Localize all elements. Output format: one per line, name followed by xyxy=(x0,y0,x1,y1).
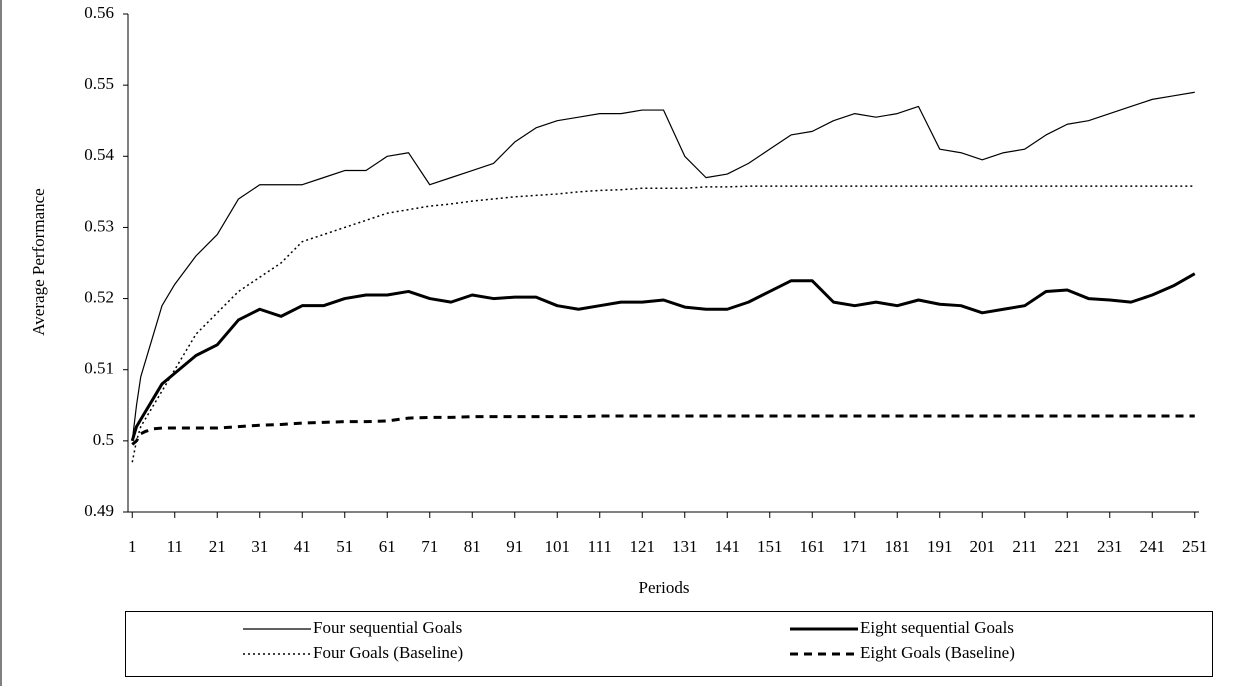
y-tick-label: 0.55 xyxy=(84,74,114,93)
x-tick-label: 11 xyxy=(167,537,183,556)
x-tick-label: 131 xyxy=(672,537,698,556)
y-tick-label: 0.49 xyxy=(84,501,114,520)
x-tick-label: 141 xyxy=(715,537,741,556)
x-tick-label: 221 xyxy=(1055,537,1081,556)
x-tick-label: 41 xyxy=(294,537,311,556)
y-tick-label: 0.51 xyxy=(84,359,114,378)
x-tick-label: 191 xyxy=(927,537,953,556)
x-tick-label: 51 xyxy=(336,537,353,556)
x-tick-label: 111 xyxy=(588,537,612,556)
y-axis-label: Average Performance xyxy=(29,188,48,335)
x-tick-label: 1 xyxy=(128,537,137,556)
legend-label: Four Goals (Baseline) xyxy=(313,643,463,662)
x-tick-label: 91 xyxy=(506,537,523,556)
x-axis-label: Periods xyxy=(639,578,690,597)
y-tick-label: 0.54 xyxy=(84,145,114,164)
x-tick-label: 31 xyxy=(251,537,268,556)
x-tick-label: 121 xyxy=(630,537,656,556)
x-tick-label: 201 xyxy=(970,537,996,556)
x-tick-label: 181 xyxy=(885,537,911,556)
series-line xyxy=(130,272,1196,442)
y-tick-label: 0.52 xyxy=(84,287,114,306)
legend-label: Eight Goals (Baseline) xyxy=(860,643,1015,662)
y-tick-label: 0.53 xyxy=(84,216,114,235)
x-tick-label: 251 xyxy=(1182,537,1208,556)
x-tick-label: 101 xyxy=(545,537,571,556)
x-tick-label: 21 xyxy=(209,537,226,556)
legend-label: Four sequential Goals xyxy=(313,618,462,637)
y-tick-label: 0.5 xyxy=(93,430,114,449)
x-tick-label: 241 xyxy=(1140,537,1166,556)
y-tick-label: 0.56 xyxy=(84,3,114,22)
legend-box xyxy=(125,611,1213,677)
x-tick-label: 61 xyxy=(379,537,396,556)
x-tick-label: 211 xyxy=(1012,537,1037,556)
legend-label: Eight sequential Goals xyxy=(860,618,1014,637)
x-tick-label: 171 xyxy=(842,537,868,556)
x-tick-label: 151 xyxy=(757,537,783,556)
x-tick-label: 71 xyxy=(421,537,438,556)
x-tick-label: 81 xyxy=(464,537,481,556)
x-tick-label: 231 xyxy=(1097,537,1123,556)
series-line xyxy=(131,414,1195,446)
x-tick-label: 161 xyxy=(800,537,826,556)
series-line xyxy=(131,91,1195,441)
series-line xyxy=(131,185,1195,463)
